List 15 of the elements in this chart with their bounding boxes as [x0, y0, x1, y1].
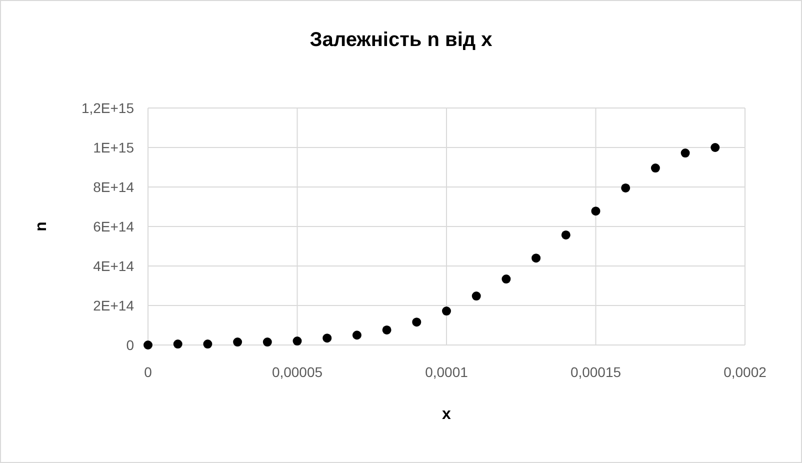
y-tick-label: 4E+14	[93, 258, 134, 274]
x-tick-label: 0,00015	[570, 364, 622, 380]
x-tick-label: 0,00005	[272, 364, 323, 380]
y-axis-title: n	[33, 222, 50, 232]
y-tick-label: 1E+15	[93, 140, 134, 156]
y-tick-label: 6E+14	[93, 218, 134, 234]
y-tick-label: 1,2E+15	[81, 100, 134, 116]
y-tick-label: 0	[126, 337, 134, 353]
x-tick-label: 0	[144, 364, 152, 380]
y-tick-label: 8E+14	[93, 179, 134, 195]
x-axis-title: x	[442, 406, 452, 423]
x-tick-label: 0,0002	[724, 364, 767, 380]
y-tick-label: 2E+14	[93, 298, 134, 314]
x-tick-label: 0,0001	[425, 364, 468, 380]
chart-title: Залежність n від x	[310, 29, 492, 51]
